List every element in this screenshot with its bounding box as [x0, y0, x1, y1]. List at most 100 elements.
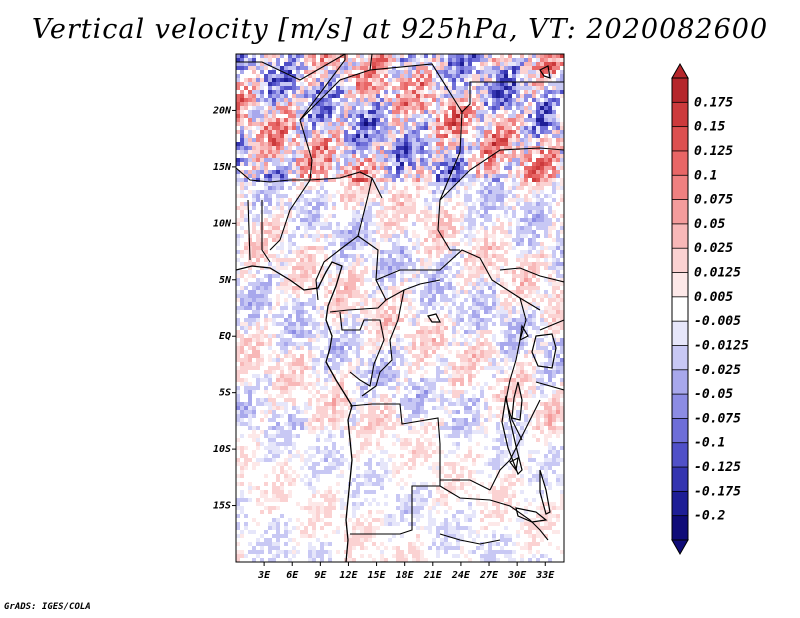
field-cell	[368, 278, 372, 282]
field-cell	[468, 346, 472, 350]
field-cell	[304, 150, 308, 154]
field-cell	[236, 278, 240, 282]
field-cell	[276, 166, 280, 170]
field-cell	[516, 286, 520, 290]
field-cell	[528, 266, 532, 270]
field-cell	[284, 194, 288, 198]
field-cell	[448, 218, 452, 222]
field-cell	[428, 78, 432, 82]
field-cell	[380, 54, 384, 58]
field-cell	[420, 374, 424, 378]
field-cell	[284, 374, 288, 378]
field-cell	[284, 126, 288, 130]
field-cell	[452, 174, 456, 178]
field-cell	[504, 230, 508, 234]
field-cell	[268, 194, 272, 198]
field-cell	[304, 342, 308, 346]
field-cell	[260, 62, 264, 66]
field-cell	[424, 158, 428, 162]
field-cell	[352, 210, 356, 214]
field-cell	[460, 302, 464, 306]
field-cell	[560, 70, 564, 74]
field-cell	[376, 370, 380, 374]
field-cell	[484, 282, 488, 286]
field-cell	[252, 146, 256, 150]
field-cell	[560, 226, 564, 230]
field-cell	[352, 218, 356, 222]
field-cell	[432, 170, 436, 174]
field-cell	[412, 118, 416, 122]
field-cell	[492, 142, 496, 146]
field-cell	[492, 366, 496, 370]
field-cell	[372, 198, 376, 202]
field-cell	[244, 246, 248, 250]
field-cell	[424, 74, 428, 78]
field-cell	[448, 270, 452, 274]
field-cell	[404, 114, 408, 118]
field-cell	[372, 202, 376, 206]
field-cell	[448, 66, 452, 70]
field-cell	[336, 306, 340, 310]
field-cell	[280, 110, 284, 114]
field-cell	[248, 362, 252, 366]
field-cell	[348, 66, 352, 70]
field-cell	[296, 150, 300, 154]
field-cell	[340, 294, 344, 298]
field-cell	[528, 246, 532, 250]
field-cell	[516, 182, 520, 186]
field-cell	[376, 214, 380, 218]
field-cell	[332, 74, 336, 78]
field-cell	[312, 218, 316, 222]
field-cell	[384, 238, 388, 242]
field-cell	[372, 250, 376, 254]
field-cell	[408, 206, 412, 210]
field-cell	[436, 330, 440, 334]
field-cell	[320, 70, 324, 74]
field-cell	[360, 330, 364, 334]
field-cell	[456, 170, 460, 174]
field-cell	[256, 90, 260, 94]
field-cell	[540, 254, 544, 258]
field-cell	[436, 206, 440, 210]
field-cell	[556, 122, 560, 126]
field-cell	[296, 346, 300, 350]
field-cell	[332, 134, 336, 138]
field-cell	[248, 78, 252, 82]
field-cell	[380, 186, 384, 190]
field-cell	[288, 274, 292, 278]
field-cell	[292, 266, 296, 270]
field-cell	[504, 194, 508, 198]
field-cell	[472, 274, 476, 278]
field-cell	[520, 154, 524, 158]
field-cell	[336, 142, 340, 146]
field-cell	[304, 182, 308, 186]
field-cell	[496, 114, 500, 118]
field-cell	[376, 338, 380, 342]
field-cell	[492, 94, 496, 98]
field-cell	[512, 98, 516, 102]
field-cell	[528, 222, 532, 226]
field-cell	[484, 198, 488, 202]
field-cell	[432, 182, 436, 186]
field-cell	[436, 98, 440, 102]
field-cell	[448, 114, 452, 118]
field-cell	[276, 266, 280, 270]
field-cell	[432, 282, 436, 286]
field-cell	[352, 314, 356, 318]
field-cell	[560, 342, 564, 346]
field-cell	[292, 286, 296, 290]
field-cell	[368, 146, 372, 150]
field-cell	[480, 86, 484, 90]
field-cell	[464, 350, 468, 354]
field-cell	[536, 126, 540, 130]
field-cell	[256, 150, 260, 154]
field-cell	[536, 346, 540, 350]
field-cell	[444, 150, 448, 154]
field-cell	[280, 162, 284, 166]
field-cell	[316, 62, 320, 66]
field-cell	[528, 218, 532, 222]
field-cell	[508, 78, 512, 82]
field-cell	[300, 342, 304, 346]
field-cell	[516, 82, 520, 86]
field-cell	[560, 310, 564, 314]
